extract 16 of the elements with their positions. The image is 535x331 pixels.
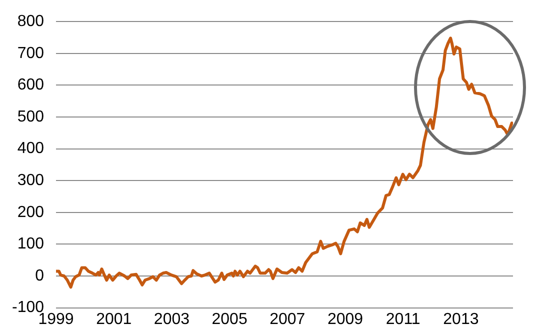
x-tick-label: 2011 bbox=[386, 310, 420, 328]
y-tick-label: 800 bbox=[17, 13, 44, 30]
x-tick-label: 2009 bbox=[327, 310, 364, 328]
x-tick-label: 2005 bbox=[212, 310, 248, 328]
x-tick-label: 2013 bbox=[443, 310, 479, 328]
x-tick-label: 2007 bbox=[270, 310, 306, 328]
y-tick-label: 500 bbox=[17, 108, 44, 126]
y-tick-label: 100 bbox=[17, 236, 44, 253]
y-tick-label: 700 bbox=[17, 44, 44, 62]
x-tick-label: 2001 bbox=[96, 310, 132, 328]
y-tick-label: 0 bbox=[35, 267, 44, 284]
x-tick-label: 2003 bbox=[154, 310, 190, 328]
y-tick-label: 300 bbox=[17, 172, 44, 190]
y-tick-label: 600 bbox=[17, 76, 44, 94]
y-tick-label: 400 bbox=[17, 140, 44, 158]
y-tick-label: 200 bbox=[17, 204, 44, 221]
